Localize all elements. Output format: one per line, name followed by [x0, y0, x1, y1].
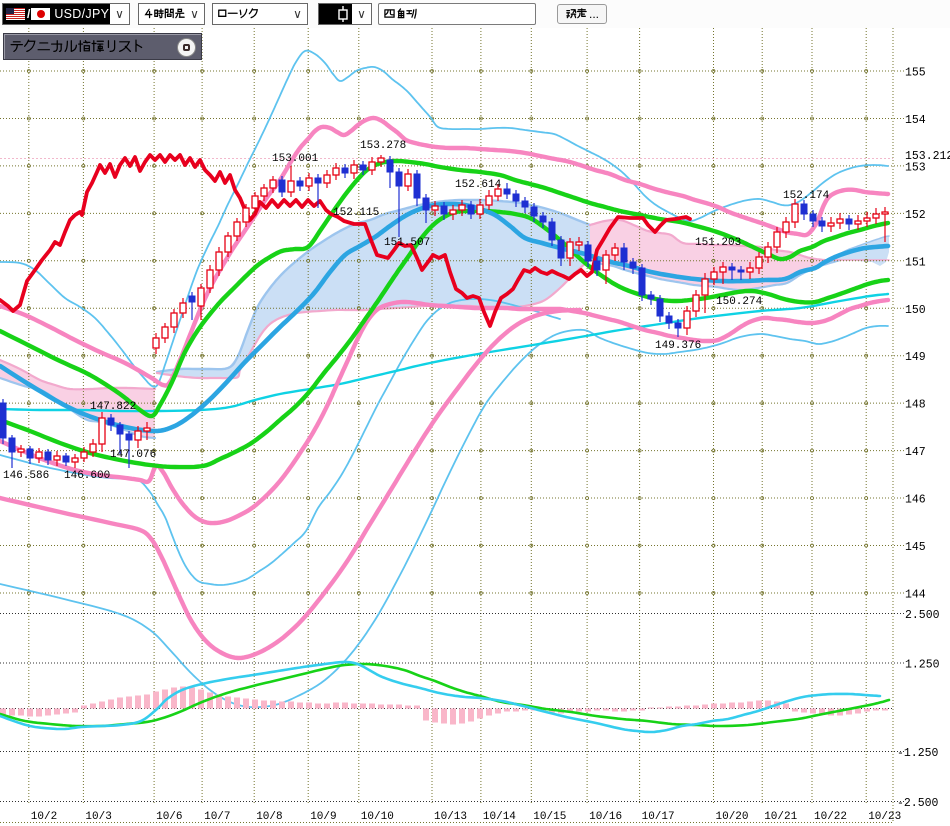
svg-text:146.600: 146.600: [64, 470, 110, 482]
svg-text:149.376: 149.376: [655, 340, 701, 352]
svg-text:147.076: 147.076: [110, 449, 156, 461]
svg-text:150.274: 150.274: [716, 296, 763, 308]
svg-text:150: 150: [905, 304, 926, 317]
svg-text:146.586: 146.586: [3, 470, 49, 482]
svg-text:10/3: 10/3: [85, 811, 111, 823]
svg-text:153.001: 153.001: [272, 153, 319, 165]
svg-text:10/23: 10/23: [868, 811, 901, 823]
svg-text:154: 154: [905, 114, 926, 127]
svg-text:153.278: 153.278: [360, 140, 406, 152]
svg-text:151.203: 151.203: [695, 237, 741, 249]
svg-text:144: 144: [905, 589, 926, 602]
svg-text:147: 147: [905, 446, 926, 459]
svg-text:10/14: 10/14: [483, 811, 516, 823]
svg-text:147.822: 147.822: [90, 401, 136, 413]
svg-text:149: 149: [905, 351, 926, 364]
svg-text:153: 153: [905, 161, 926, 174]
svg-text:10/7: 10/7: [204, 811, 230, 823]
svg-text:10/9: 10/9: [310, 811, 336, 823]
svg-text:10/13: 10/13: [434, 811, 467, 823]
svg-text:152.174: 152.174: [783, 190, 830, 202]
svg-text:151: 151: [905, 256, 926, 269]
svg-text:-2.500: -2.500: [897, 797, 939, 810]
svg-text:1.250: 1.250: [905, 659, 940, 672]
svg-text:10/17: 10/17: [642, 811, 675, 823]
svg-text:10/22: 10/22: [814, 811, 847, 823]
svg-text:152.115: 152.115: [333, 207, 379, 219]
svg-text:10/16: 10/16: [589, 811, 622, 823]
svg-text:10/20: 10/20: [716, 811, 749, 823]
svg-text:2.500: 2.500: [905, 609, 940, 622]
svg-text:10/10: 10/10: [361, 811, 394, 823]
svg-text:155: 155: [905, 67, 926, 80]
svg-text:152: 152: [905, 209, 926, 222]
svg-text:10/15: 10/15: [533, 811, 566, 823]
svg-text:152.614: 152.614: [455, 179, 502, 191]
svg-text:145: 145: [905, 541, 926, 554]
svg-text:146: 146: [905, 494, 926, 507]
svg-text:-1.250: -1.250: [897, 747, 939, 760]
svg-text:153.212: 153.212: [905, 150, 950, 163]
svg-text:10/2: 10/2: [31, 811, 57, 823]
svg-text:148: 148: [905, 399, 926, 412]
svg-text:10/8: 10/8: [256, 811, 282, 823]
svg-text:10/6: 10/6: [156, 811, 182, 823]
svg-text:151.507: 151.507: [384, 237, 430, 249]
svg-text:10/21: 10/21: [764, 811, 797, 823]
